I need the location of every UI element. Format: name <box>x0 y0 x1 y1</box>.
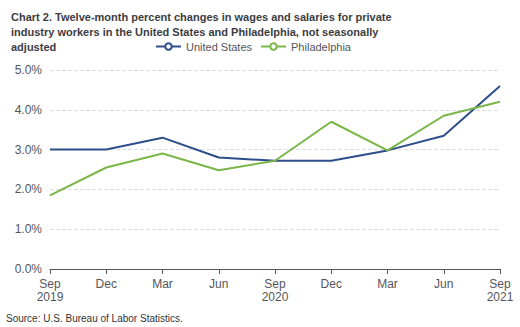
svg-text:Source: U.S. Bureau of Labor S: Source: U.S. Bureau of Labor Statistics. <box>6 313 183 324</box>
svg-text:Philadelphia: Philadelphia <box>291 41 352 53</box>
svg-text:1.0%: 1.0% <box>15 222 43 236</box>
svg-text:industry workers in the United: industry workers in the United States an… <box>11 26 379 38</box>
svg-text:Mar: Mar <box>377 277 398 291</box>
svg-text:Sep: Sep <box>489 277 511 291</box>
svg-text:Chart 2. Twelve-month percent: Chart 2. Twelve-month percent changes in… <box>11 11 392 23</box>
svg-text:3.0%: 3.0% <box>15 143 43 157</box>
svg-text:Jun: Jun <box>209 277 228 291</box>
svg-text:4.0%: 4.0% <box>15 103 43 117</box>
svg-text:2020: 2020 <box>262 290 289 304</box>
svg-text:Dec: Dec <box>96 277 117 291</box>
svg-text:5.0%: 5.0% <box>15 63 43 77</box>
svg-text:Jun: Jun <box>434 277 453 291</box>
svg-text:2021: 2021 <box>487 290 514 304</box>
svg-text:2019: 2019 <box>37 290 64 304</box>
svg-text:Dec: Dec <box>321 277 342 291</box>
svg-text:Sep: Sep <box>39 277 61 291</box>
svg-text:United States: United States <box>186 41 253 53</box>
svg-text:2.0%: 2.0% <box>15 182 43 196</box>
svg-text:0.0%: 0.0% <box>15 262 43 276</box>
svg-text:Mar: Mar <box>152 277 173 291</box>
svg-text:Sep: Sep <box>264 277 286 291</box>
svg-text:adjusted: adjusted <box>11 41 56 53</box>
